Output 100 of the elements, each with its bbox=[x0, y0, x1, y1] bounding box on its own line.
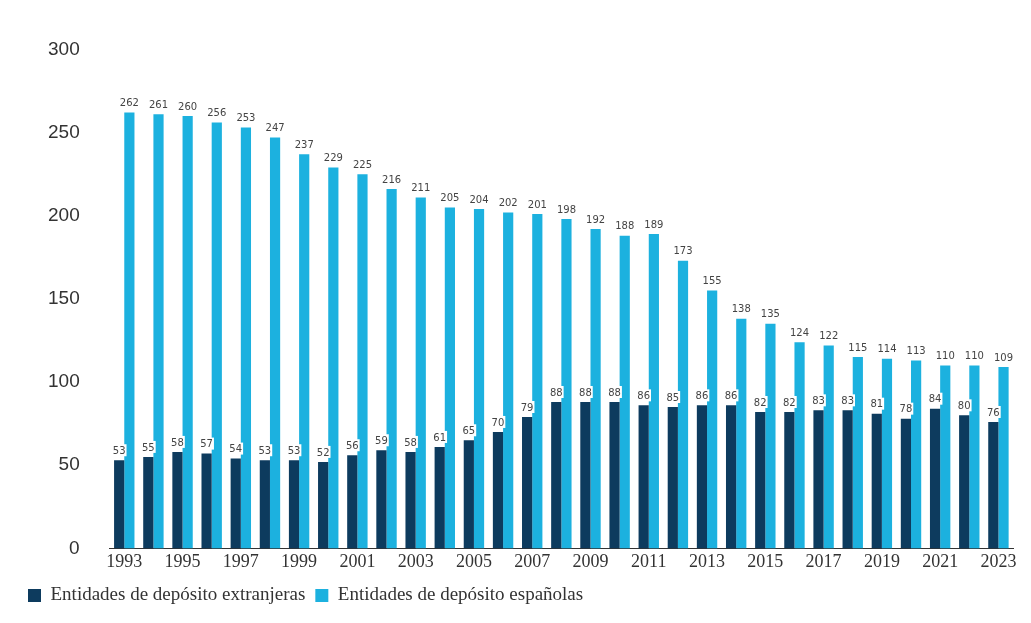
data-label: 192 bbox=[586, 213, 606, 225]
data-label: 88 bbox=[608, 386, 621, 398]
data-label: 110 bbox=[964, 350, 984, 362]
bar bbox=[299, 154, 310, 549]
x-tick-label: 2003 bbox=[397, 550, 434, 571]
bar bbox=[522, 417, 533, 549]
data-label: 189 bbox=[644, 218, 664, 230]
x-tick-label: 2009 bbox=[572, 550, 609, 571]
data-label: 202 bbox=[498, 197, 518, 208]
bar bbox=[473, 209, 485, 549]
bar bbox=[288, 460, 300, 549]
data-label: 58 bbox=[404, 436, 417, 448]
bar bbox=[648, 234, 659, 549]
data-label: 256 bbox=[207, 107, 227, 119]
data-label: 253 bbox=[236, 112, 256, 124]
bar bbox=[842, 410, 853, 549]
bar bbox=[959, 415, 970, 549]
bar bbox=[124, 112, 135, 549]
data-label: 78 bbox=[899, 403, 913, 415]
bar bbox=[813, 410, 824, 549]
bar bbox=[823, 345, 834, 549]
data-label: 260 bbox=[178, 100, 198, 112]
bar bbox=[667, 407, 678, 549]
bar bbox=[969, 365, 980, 549]
data-label: 138 bbox=[731, 303, 751, 315]
x-tick-label: 2015 bbox=[747, 550, 784, 571]
bar bbox=[444, 207, 455, 549]
data-label: 211 bbox=[411, 182, 431, 194]
y-tick-label: 200 bbox=[48, 203, 80, 225]
data-label: 59 bbox=[375, 434, 388, 446]
bar bbox=[259, 460, 270, 549]
y-tick-label: 0 bbox=[69, 536, 80, 558]
y-tick-label: 300 bbox=[48, 37, 80, 59]
bar bbox=[940, 365, 951, 549]
data-label: 86 bbox=[637, 389, 651, 401]
bar bbox=[765, 323, 776, 549]
bar bbox=[376, 450, 387, 549]
data-label: 110 bbox=[935, 350, 955, 362]
bar bbox=[900, 418, 912, 549]
data-label: 88 bbox=[579, 386, 592, 398]
bar bbox=[707, 290, 718, 549]
bar bbox=[755, 412, 766, 549]
data-label: 122 bbox=[819, 330, 839, 342]
data-label: 53 bbox=[258, 444, 272, 456]
bar bbox=[269, 137, 281, 549]
bar bbox=[114, 460, 125, 549]
bar bbox=[725, 405, 737, 549]
data-label: 55 bbox=[141, 441, 155, 453]
bar bbox=[551, 402, 562, 549]
data-label: 155 bbox=[702, 275, 722, 287]
y-tick-label: 100 bbox=[48, 370, 80, 392]
data-label: 225 bbox=[352, 158, 373, 170]
bar bbox=[211, 122, 222, 549]
data-label: 81 bbox=[870, 398, 884, 410]
data-label: 80 bbox=[957, 399, 971, 411]
bar bbox=[590, 229, 601, 549]
bar bbox=[871, 413, 882, 549]
bar bbox=[463, 440, 474, 549]
bar bbox=[881, 358, 893, 549]
data-label: 135 bbox=[760, 308, 780, 320]
data-label: 88 bbox=[549, 386, 563, 398]
y-tick-label: 250 bbox=[48, 120, 80, 142]
data-label: 85 bbox=[666, 391, 680, 403]
data-label: 52 bbox=[316, 446, 330, 458]
data-label: 237 bbox=[294, 138, 314, 150]
bar bbox=[911, 360, 922, 549]
data-label: 83 bbox=[812, 394, 825, 406]
bar bbox=[532, 214, 543, 549]
bar bbox=[172, 451, 183, 549]
y-tick-label: 50 bbox=[58, 453, 80, 475]
data-label: 82 bbox=[782, 396, 796, 408]
bar bbox=[988, 421, 999, 549]
data-label: 76 bbox=[986, 406, 1000, 418]
data-label: 115 bbox=[848, 341, 868, 353]
data-label: 84 bbox=[928, 393, 942, 405]
bar bbox=[405, 451, 416, 549]
y-tick-label: 150 bbox=[48, 287, 80, 309]
x-tick-label: 2011 bbox=[631, 550, 667, 571]
data-label: 83 bbox=[841, 394, 855, 406]
data-label: 204 bbox=[469, 193, 489, 205]
bar bbox=[318, 461, 329, 549]
legend-label: Entidades de depósito extranjeras bbox=[50, 583, 306, 605]
data-label: 188 bbox=[615, 220, 635, 232]
bar bbox=[929, 408, 941, 549]
data-label: 54 bbox=[229, 443, 243, 455]
data-label: 113 bbox=[906, 345, 926, 357]
bar bbox=[784, 412, 795, 549]
bar bbox=[230, 458, 241, 549]
x-tick-label: 1999 bbox=[281, 550, 318, 571]
data-label: 173 bbox=[673, 245, 693, 257]
bar bbox=[434, 446, 445, 549]
bar bbox=[677, 260, 689, 549]
x-tick-label: 2017 bbox=[805, 550, 842, 571]
data-label: 56 bbox=[345, 439, 359, 451]
data-label: 201 bbox=[527, 198, 547, 210]
bar bbox=[386, 189, 397, 549]
data-label: 70 bbox=[491, 416, 505, 428]
bar bbox=[998, 367, 1009, 549]
x-tick-label: 1995 bbox=[164, 550, 201, 571]
x-tick-label: 2021 bbox=[922, 550, 959, 571]
